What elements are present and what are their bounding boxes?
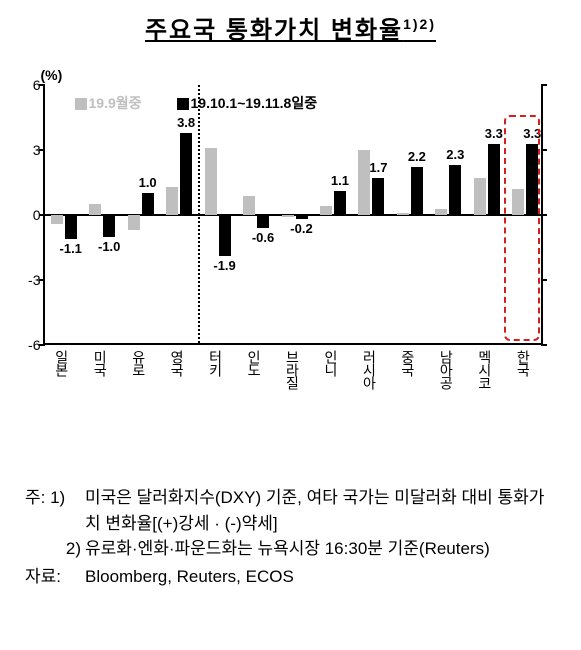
legend-swatch-2 [177,98,189,110]
x-category-label: 러시아 [359,350,379,389]
highlight-box [504,115,540,341]
x-category-label: 인도 [244,350,264,376]
bar-grey [243,196,255,216]
x-category-label: 영국 [167,350,187,376]
footnote-2: 2) 유로화·엔화·파운드화는 뉴욕시장 16:30분 기준(Reuters) [25,536,556,562]
bar-black [372,178,384,215]
bar-black [449,165,461,215]
footnotes: 주: 1) 미국은 달러화지수(DXY) 기준, 여타 국가는 미달러화 대비 … [20,485,561,589]
x-category-label: 일본 [52,350,72,376]
source: 자료: Bloomberg, Reuters, ECOS [25,564,556,590]
bar-value-label: 2.2 [402,149,432,164]
footnote-1: 주: 1) 미국은 달러화지수(DXY) 기준, 여타 국가는 미달러화 대비 … [25,485,556,536]
legend-item-1: 19.9월중 [75,93,142,113]
bar-grey [89,204,101,215]
bar-value-label: -0.2 [287,221,317,236]
ytick-mark [541,344,547,346]
bar-grey [397,213,409,215]
x-category-label: 인니 [321,350,341,376]
bar-black [411,167,423,215]
x-category-label: 멕시코 [475,350,495,389]
chart-title: 주요국 통화가치 변화율1)2) [20,10,561,45]
legend-label-2: 19.10.1~19.11.8일중 [191,95,318,111]
source-text: Bloomberg, Reuters, ECOS [85,564,556,590]
bar-black [488,144,500,216]
x-category-label: 미국 [90,350,110,376]
footnote-1-label: 주: 1) [25,485,85,536]
bar-black [296,215,308,219]
ytick-mark [541,214,547,216]
legend-swatch-1 [75,98,87,110]
x-category-label: 중국 [398,350,418,376]
ytick-mark [541,84,547,86]
bar-grey [51,215,63,224]
bar-value-label: -1.0 [94,239,124,254]
chart: (%) 19.9월중 19.10.1~19.11.8일중 -6 -3 0 3 6 -1.1… [21,65,561,415]
bar-grey [320,206,332,215]
bar-value-label: 1.7 [363,160,393,175]
bar-value-label: -1.9 [210,258,240,273]
x-category-label: 유로 [129,350,149,376]
ytick-label: 0 [23,207,41,223]
footnote-2-label: 2) [25,536,85,562]
ytick-label: 6 [23,77,41,93]
bar-black [180,133,192,215]
ytick-mark [541,279,547,281]
x-category-label: 한국 [513,350,533,376]
bar-black [142,193,154,215]
bar-grey [435,209,447,216]
bar-value-label: 1.0 [133,175,163,190]
title-sup: 1)2) [403,16,436,32]
bar-black [334,191,346,215]
bar-grey [166,187,178,215]
footnote-1-text: 미국은 달러화지수(DXY) 기준, 여타 국가는 미달러화 대비 통화가치 변… [85,485,556,536]
x-category-label: 브라질 [283,350,303,389]
bar-grey [282,215,294,217]
x-category-label: 남아공 [436,350,456,389]
bar-value-label: 1.1 [325,173,355,188]
x-category-label: 터키 [206,350,226,376]
bar-value-label: -1.1 [56,241,86,256]
ytick-label: -3 [23,272,41,288]
y-axis-unit: (%) [41,67,63,83]
bar-black [103,215,115,237]
bar-grey [474,178,486,215]
bar-value-label: 3.8 [171,115,201,130]
ytick-label: -6 [23,337,41,353]
bar-black [65,215,77,239]
bar-grey [205,148,217,215]
bar-value-label: 2.3 [440,147,470,162]
bar-black [257,215,269,228]
bar-grey [128,215,140,230]
title-main: 주요국 통화가치 변화율 [145,17,403,44]
source-label: 자료: [25,564,85,590]
ytick-mark [541,149,547,151]
legend-label-1: 19.9월중 [89,95,142,111]
ytick-label: 3 [23,142,41,158]
bar-black [219,215,231,256]
bar-value-label: -0.6 [248,230,278,245]
group-divider [198,85,200,343]
plot-area: 19.9월중 19.10.1~19.11.8일중 -6-3036-1.1-1.0… [43,85,543,345]
footnote-2-text: 유로화·엔화·파운드화는 뉴욕시장 16:30분 기준(Reuters) [85,536,556,562]
